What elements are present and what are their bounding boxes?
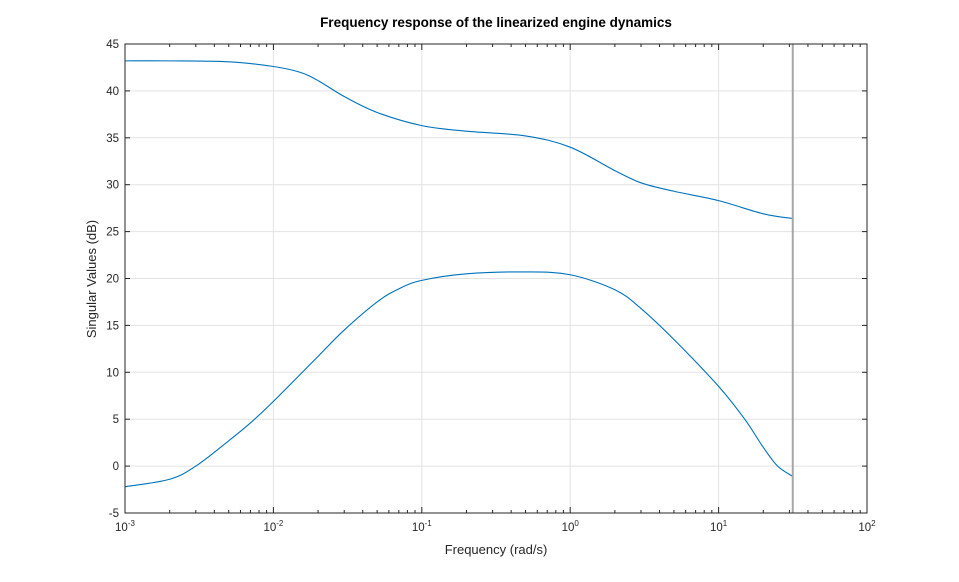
axes-box: [124, 43, 868, 514]
plot-series: [124, 44, 794, 513]
chart-title: Frequency response of the linearized eng…: [320, 15, 672, 30]
y-tick-label: 5: [113, 414, 119, 426]
x-axis-label: Frequency (rad/s): [445, 542, 548, 557]
x-tick-label: 102: [858, 519, 876, 534]
x-tick-exponent: 0: [574, 519, 579, 528]
x-tick-exponent: -3: [128, 519, 136, 528]
y-tick-label: 30: [106, 180, 119, 192]
y-tick-label: 25: [106, 227, 119, 239]
y-tick-label: 35: [106, 133, 119, 145]
x-tick-base: 10: [115, 522, 128, 534]
y-tick-label: 40: [106, 86, 119, 98]
y-tick-label: 45: [106, 39, 119, 51]
singular-value-line-1: [124, 60, 793, 220]
x-tick-base: 10: [263, 522, 276, 534]
x-tick-label: 10-1: [412, 519, 432, 534]
y-tick-label: -5: [109, 508, 119, 520]
x-tick-label: 10-2: [263, 519, 283, 534]
x-tick-label: 100: [562, 519, 580, 534]
x-tick-label: 101: [710, 519, 728, 534]
singular-value-line-2: [124, 271, 794, 488]
y-tick-label: 15: [106, 320, 119, 332]
y-tick-label: 20: [106, 274, 119, 286]
y-tick-label: 10: [106, 367, 119, 379]
y-axis-label: Singular Values (dB): [84, 220, 99, 338]
x-tick-exponent: 2: [871, 519, 876, 528]
x-tick-label: 10-3: [115, 519, 135, 534]
y-tick-label: 0: [113, 461, 119, 473]
x-tick-exponent: 1: [723, 519, 728, 528]
x-tick-base: 10: [412, 522, 425, 534]
x-tick-exponent: -2: [276, 519, 284, 528]
x-tick-exponent: -1: [425, 519, 433, 528]
x-tick-base: 10: [562, 522, 575, 534]
x-tick-base: 10: [710, 522, 723, 534]
axes-frame: [124, 43, 868, 514]
x-tick-base: 10: [858, 522, 871, 534]
